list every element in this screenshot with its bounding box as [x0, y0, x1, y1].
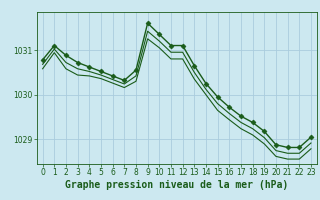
X-axis label: Graphe pression niveau de la mer (hPa): Graphe pression niveau de la mer (hPa) [65, 180, 288, 190]
